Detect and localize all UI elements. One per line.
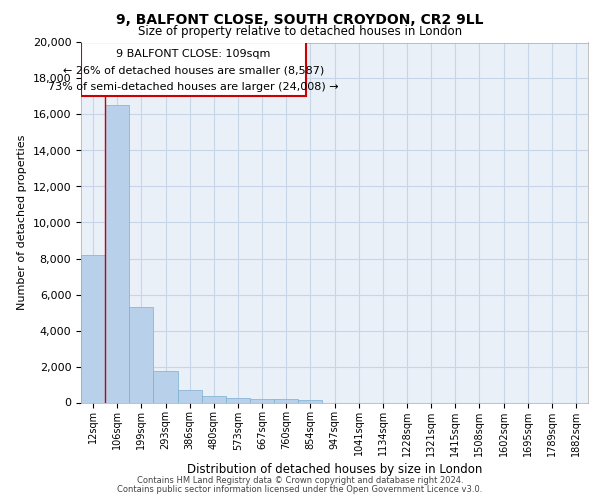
Text: Contains HM Land Registry data © Crown copyright and database right 2024.: Contains HM Land Registry data © Crown c… bbox=[137, 476, 463, 485]
Text: ← 26% of detached houses are smaller (8,587): ← 26% of detached houses are smaller (8,… bbox=[62, 66, 324, 76]
Text: Size of property relative to detached houses in London: Size of property relative to detached ho… bbox=[138, 25, 462, 38]
Bar bbox=[202, 396, 226, 402]
Text: 73% of semi-detached houses are larger (24,008) →: 73% of semi-detached houses are larger (… bbox=[48, 82, 338, 92]
Text: 9, BALFONT CLOSE, SOUTH CROYDON, CR2 9LL: 9, BALFONT CLOSE, SOUTH CROYDON, CR2 9LL bbox=[116, 12, 484, 26]
Bar bbox=[105, 106, 129, 403]
Bar bbox=[129, 307, 154, 402]
Bar bbox=[250, 398, 274, 402]
Bar bbox=[274, 400, 298, 402]
Bar bbox=[154, 371, 178, 402]
Bar bbox=[81, 42, 305, 96]
Y-axis label: Number of detached properties: Number of detached properties bbox=[17, 135, 27, 310]
X-axis label: Distribution of detached houses by size in London: Distribution of detached houses by size … bbox=[187, 462, 482, 475]
Bar bbox=[298, 400, 322, 402]
Text: Contains public sector information licensed under the Open Government Licence v3: Contains public sector information licen… bbox=[118, 485, 482, 494]
Bar bbox=[178, 390, 202, 402]
Text: 9 BALFONT CLOSE: 109sqm: 9 BALFONT CLOSE: 109sqm bbox=[116, 50, 271, 59]
Bar bbox=[81, 255, 105, 402]
Bar bbox=[226, 398, 250, 402]
